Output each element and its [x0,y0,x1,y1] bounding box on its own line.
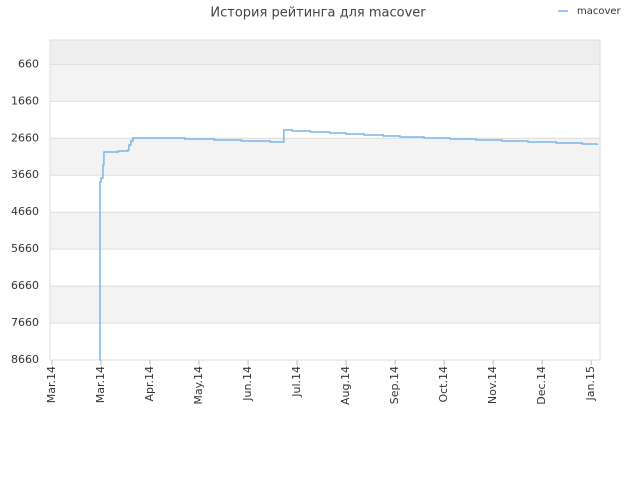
x-tick-label: Mar.14 [45,366,58,403]
chart-title: История рейтинга для macover [210,6,426,21]
x-tick-label: May.14 [192,366,205,405]
series-line [99,129,598,361]
legend-label: macover [577,6,622,17]
y-tick-label: 8660 [11,353,39,366]
x-tick-label: Dec.14 [535,366,548,405]
x-tick-label: Nov.14 [486,366,499,404]
plot-band [50,249,600,287]
plot-band [50,40,600,65]
plot-band [50,138,600,176]
x-tick-label: Apr.14 [143,366,156,402]
y-tick-label: 3660 [11,168,39,181]
plot-border [49,39,601,361]
y-tick-label: 7660 [11,316,39,329]
x-tick-label: Aug.14 [339,366,352,405]
x-tick-label: Mar.14 [94,366,107,403]
y-tick-label: 1660 [11,94,39,107]
x-tick-label: Sep.14 [388,366,401,404]
x-tick-label: Oct.14 [437,366,450,403]
y-tick-label: 2660 [11,131,39,144]
x-tick-label: Jun.14 [241,366,254,402]
y-tick-label: 5660 [11,242,39,255]
plot-band [50,212,600,250]
plot-band [50,286,600,324]
plot-band [50,323,600,360]
plot-band [50,64,600,102]
y-tick-label: 6660 [11,279,39,292]
y-tick-label: 4660 [11,205,39,218]
x-tick-label: Jul.14 [290,366,303,398]
y-tick-label: 660 [18,57,39,70]
x-tick-label: Jan.15 [584,366,597,401]
plot-band [50,175,600,213]
